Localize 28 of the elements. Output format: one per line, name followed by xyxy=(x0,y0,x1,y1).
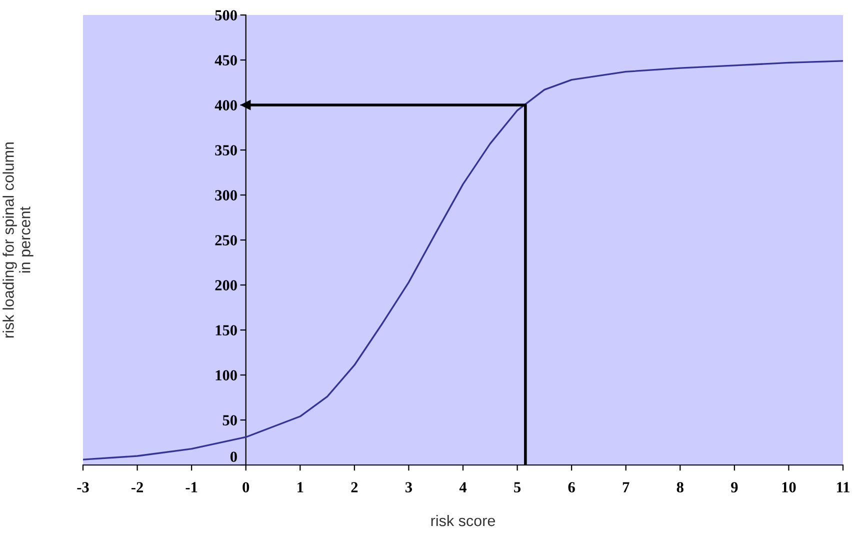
y-tick-label: 50 xyxy=(222,415,237,426)
y-tick-label: 400 xyxy=(214,100,237,110)
y-tick-label: 150 xyxy=(216,325,237,336)
y-tick-label: 450 xyxy=(214,55,237,66)
x-tick-label: 10 xyxy=(782,482,796,492)
x-tick-label: 8 xyxy=(676,482,684,492)
x-tick-label: 11 xyxy=(837,482,850,492)
y-tick-label: 300 xyxy=(215,190,237,200)
y-tick-label: 250 xyxy=(215,235,237,246)
x-tick-label: 5 xyxy=(514,482,521,492)
x-tick-label: 0 xyxy=(242,482,250,492)
x-tick-label: 3 xyxy=(405,482,412,492)
y-tick-label: 200 xyxy=(215,280,237,290)
y-tick-label: 500 xyxy=(215,10,237,20)
x-tick-label: 2 xyxy=(351,482,358,492)
y-tick-label: 350 xyxy=(215,145,237,156)
x-tick-label: 9 xyxy=(731,482,738,492)
x-tick-label: 7 xyxy=(622,482,630,492)
y-tick-label: 0 xyxy=(230,452,237,462)
x-tick-label: -2 xyxy=(131,482,143,492)
x-tick-label: 4 xyxy=(459,482,467,492)
x-tick-label: -3 xyxy=(77,482,89,492)
x-axis-title: risk score xyxy=(431,514,496,526)
y-axis-title: risk loading for spinal column in percent xyxy=(2,142,34,338)
x-tick-label: -1 xyxy=(186,482,198,492)
x-tick-label: 1 xyxy=(298,482,304,492)
y-tick-label: 100 xyxy=(216,370,237,380)
x-tick-label: 6 xyxy=(568,482,575,492)
